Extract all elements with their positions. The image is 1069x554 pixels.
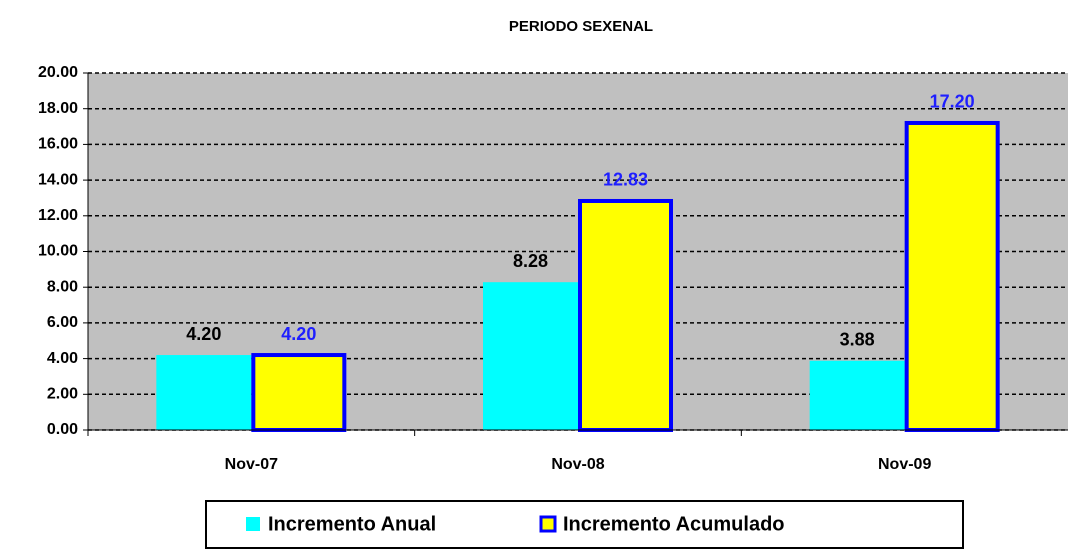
y-tick-label: 12.00 xyxy=(38,207,78,224)
y-tick-label: 6.00 xyxy=(47,314,78,331)
legend-label: Incremento Anual xyxy=(268,513,436,535)
legend-swatch xyxy=(539,515,557,533)
legend-swatch xyxy=(246,517,260,531)
bar xyxy=(483,282,578,430)
bar xyxy=(809,360,905,430)
legend-label: Incremento Acumulado xyxy=(563,513,785,535)
value-label: 3.88 xyxy=(840,329,875,349)
bar xyxy=(578,198,673,432)
value-label: 17.20 xyxy=(930,92,975,112)
y-tick-label: 20.00 xyxy=(38,64,78,81)
bar xyxy=(156,355,252,430)
y-tick-label: 0.00 xyxy=(47,421,78,438)
x-tick-label: Nov-07 xyxy=(225,456,278,473)
bar xyxy=(904,120,1000,432)
value-label: 8.28 xyxy=(513,251,548,271)
value-label: 4.20 xyxy=(281,324,316,344)
y-tick-label: 4.00 xyxy=(47,350,78,367)
x-tick-label: Nov-09 xyxy=(878,456,931,473)
chart-title: PERIODO SEXENAL xyxy=(509,18,653,35)
y-tick-label: 2.00 xyxy=(47,386,78,403)
value-label: 4.20 xyxy=(186,324,221,344)
legend-box xyxy=(205,500,964,549)
y-tick-label: 16.00 xyxy=(38,136,78,153)
y-tick-label: 10.00 xyxy=(38,243,78,260)
y-tick-label: 18.00 xyxy=(38,100,78,117)
y-tick-label: 14.00 xyxy=(38,171,78,188)
x-tick-label: Nov-08 xyxy=(551,456,604,473)
y-tick-label: 8.00 xyxy=(47,278,78,295)
value-label: 12.83 xyxy=(603,170,648,190)
bar xyxy=(251,353,347,432)
